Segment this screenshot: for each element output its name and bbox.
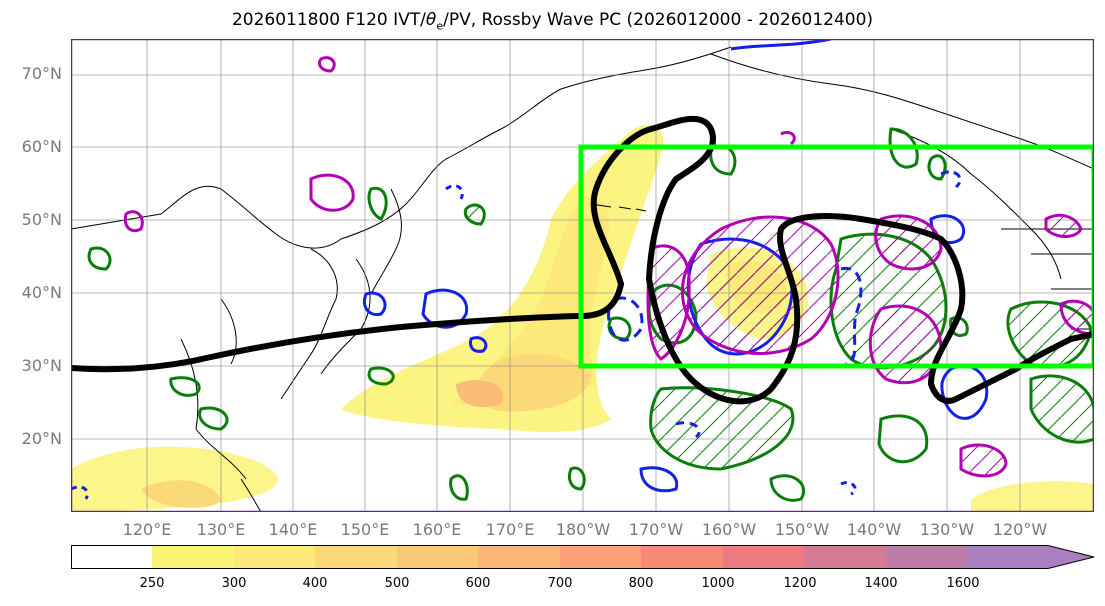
colorbar-tick-500: 500 bbox=[384, 576, 410, 591]
colorbar-bin-300 bbox=[234, 545, 315, 569]
lon-label-120e: 120°E bbox=[122, 520, 172, 539]
lon-label-170e: 170°E bbox=[485, 520, 535, 539]
colorbar-bin-500 bbox=[397, 545, 478, 569]
rossby-wave-region-box bbox=[578, 144, 1094, 369]
colorbar-tick-700: 700 bbox=[547, 576, 573, 591]
lon-label-150w: 150°W bbox=[774, 520, 830, 539]
map-title: 2026011800 F120 IVT/θe/PV, Rossby Wave P… bbox=[231, 10, 874, 33]
lon-label-130w: 130°W bbox=[919, 520, 975, 539]
lon-label-140e: 140°E bbox=[268, 520, 318, 539]
lon-label-120w: 120°W bbox=[992, 520, 1048, 539]
lon-label-160w: 160°W bbox=[701, 520, 757, 539]
colorbar-bin-250 bbox=[152, 545, 234, 569]
map-panel bbox=[71, 39, 1094, 512]
colorbar-tick-1400: 1400 bbox=[864, 576, 898, 591]
colorbar-bin-1600 bbox=[967, 545, 1048, 569]
trough-contour bbox=[71, 116, 1094, 405]
colorbar-tick-1600: 1600 bbox=[946, 576, 980, 591]
colorbar-extend-arrow bbox=[1048, 545, 1094, 569]
lat-label-50n: 50°N bbox=[21, 210, 62, 229]
colorbar-tick-400: 400 bbox=[302, 576, 328, 591]
colorbar-tick-1200: 1200 bbox=[783, 576, 817, 591]
ivt-colorbar bbox=[71, 545, 1095, 569]
colorbar-tick-250: 250 bbox=[139, 576, 165, 591]
colorbar-bin-1200 bbox=[804, 545, 886, 569]
lon-label-180w: 180°W bbox=[555, 520, 611, 539]
lon-label-160e: 160°E bbox=[412, 520, 462, 539]
colorbar-tick-1000: 1000 bbox=[701, 576, 735, 591]
lon-label-140w: 140°W bbox=[846, 520, 902, 539]
lon-label-150e: 150°E bbox=[340, 520, 390, 539]
lat-label-30n: 30°N bbox=[21, 356, 62, 375]
colorbar-bin-800 bbox=[641, 545, 723, 569]
colorbar-tick-300: 300 bbox=[221, 576, 247, 591]
lon-label-170w: 170°W bbox=[628, 520, 684, 539]
colorbar-bin-1400 bbox=[886, 545, 967, 569]
colorbar-bin-700 bbox=[560, 545, 641, 569]
lat-label-60n: 60°N bbox=[21, 137, 62, 156]
lat-label-70n: 70°N bbox=[21, 64, 62, 83]
lat-label-20n: 20°N bbox=[21, 429, 62, 448]
lon-label-130e: 130°E bbox=[196, 520, 246, 539]
colorbar-bin-400 bbox=[315, 545, 397, 569]
colorbar-bin-1000 bbox=[723, 545, 804, 569]
colorbar-tick-800: 800 bbox=[628, 576, 654, 591]
lat-label-40n: 40°N bbox=[21, 283, 62, 302]
colorbar-bin-600 bbox=[478, 545, 560, 569]
colorbar-tick-600: 600 bbox=[465, 576, 491, 591]
